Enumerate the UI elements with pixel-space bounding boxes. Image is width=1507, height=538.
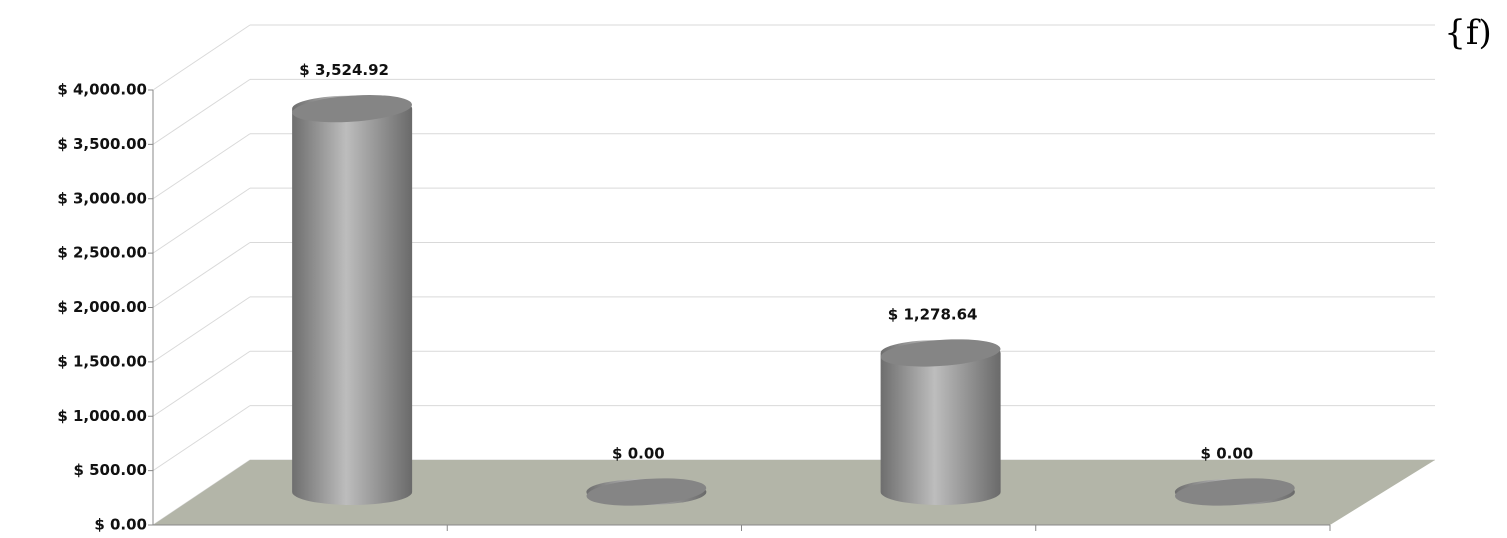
y-tick-label: $ 2,000.00: [57, 298, 147, 316]
floor: [153, 460, 1435, 525]
y-tick-label: $ 4,000.00: [57, 81, 147, 99]
plot: $ 3,524.92 $ 0.00 $ 1,278.64 $ 0.00: [292, 61, 1295, 506]
side-grid-line: [152, 405, 251, 472]
y-tick-label: $ 1,500.00: [57, 352, 147, 370]
annotation: {f): [1444, 13, 1491, 53]
y-tick-label: $ 0.00: [94, 516, 147, 534]
side-grid-line: [152, 187, 251, 254]
value-label: $ 1,278.64: [888, 305, 978, 323]
y-tick-label: $ 1,000.00: [57, 407, 147, 425]
value-label: $ 3,524.92: [299, 61, 389, 79]
bar-top: [880, 339, 1001, 367]
y-tick-label: $ 500.00: [73, 461, 147, 479]
bar-top: [1175, 478, 1295, 506]
side-grid-line: [152, 133, 251, 200]
y-tick-label: $ 2,500.00: [57, 244, 147, 262]
side-grid-line: [152, 24, 251, 91]
side-grid-line: [152, 350, 251, 417]
y-tick-label: $ 3,000.00: [57, 189, 147, 207]
side-grid-line: [152, 78, 251, 145]
value-label: $ 0.00: [612, 445, 665, 463]
side-grid-line: [152, 296, 251, 363]
bar: [880, 339, 1001, 506]
bar: [292, 95, 413, 506]
y-tick-label: $ 3,500.00: [57, 135, 147, 153]
value-label: $ 0.00: [1201, 445, 1254, 463]
bar-top: [292, 95, 412, 123]
grid: [152, 24, 1435, 526]
bar-top: [586, 478, 707, 506]
side-grid-line: [152, 242, 251, 308]
